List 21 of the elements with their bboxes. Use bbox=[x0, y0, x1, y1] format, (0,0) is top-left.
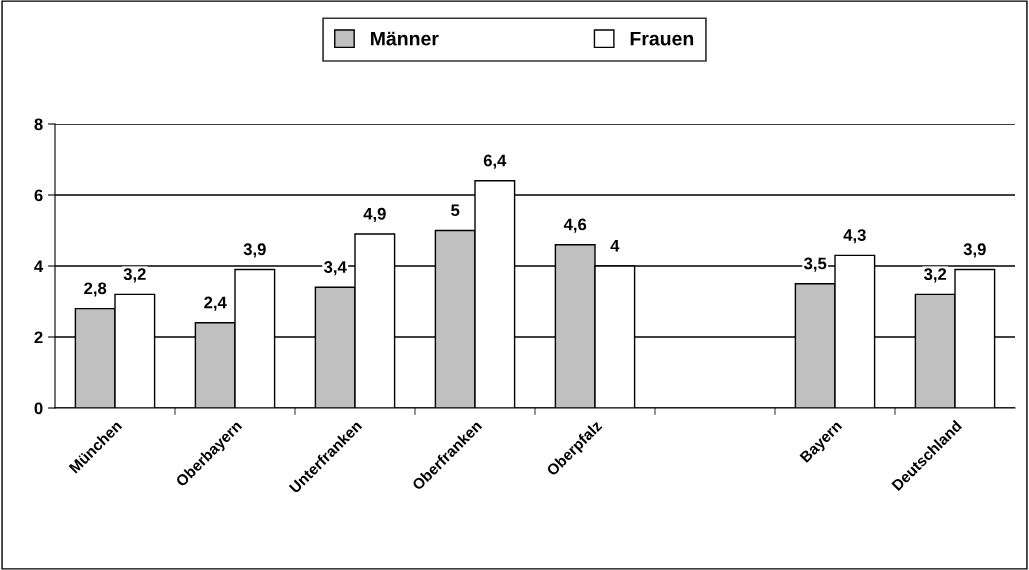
y-tick-label: 4 bbox=[34, 260, 44, 273]
data-label: 3,9 bbox=[243, 243, 266, 258]
data-label: 3,5 bbox=[804, 257, 827, 272]
data-label: 4,9 bbox=[363, 207, 386, 223]
data-label: 6,4 bbox=[483, 154, 507, 169]
data-label: 3,4 bbox=[324, 261, 347, 276]
data-label: 5 bbox=[451, 204, 460, 217]
y-tick-label: 0 bbox=[34, 402, 43, 415]
data-label: 3,9 bbox=[963, 243, 986, 258]
data-label: 3,2 bbox=[123, 268, 146, 283]
data-label: 2,8 bbox=[84, 282, 107, 297]
y-tick-label: 2 bbox=[34, 331, 43, 344]
data-label: 4 bbox=[610, 239, 620, 252]
data-label: 3,2 bbox=[924, 268, 947, 283]
data-label: 2,4 bbox=[204, 296, 227, 311]
data-label: 4,3 bbox=[843, 229, 866, 244]
data-label: 4,6 bbox=[563, 218, 587, 233]
y-tick-label: 8 bbox=[34, 118, 43, 131]
legend-label: Männer bbox=[371, 31, 439, 46]
legend-label: Frauen bbox=[630, 31, 694, 46]
y-tick-label: 6 bbox=[34, 189, 43, 202]
